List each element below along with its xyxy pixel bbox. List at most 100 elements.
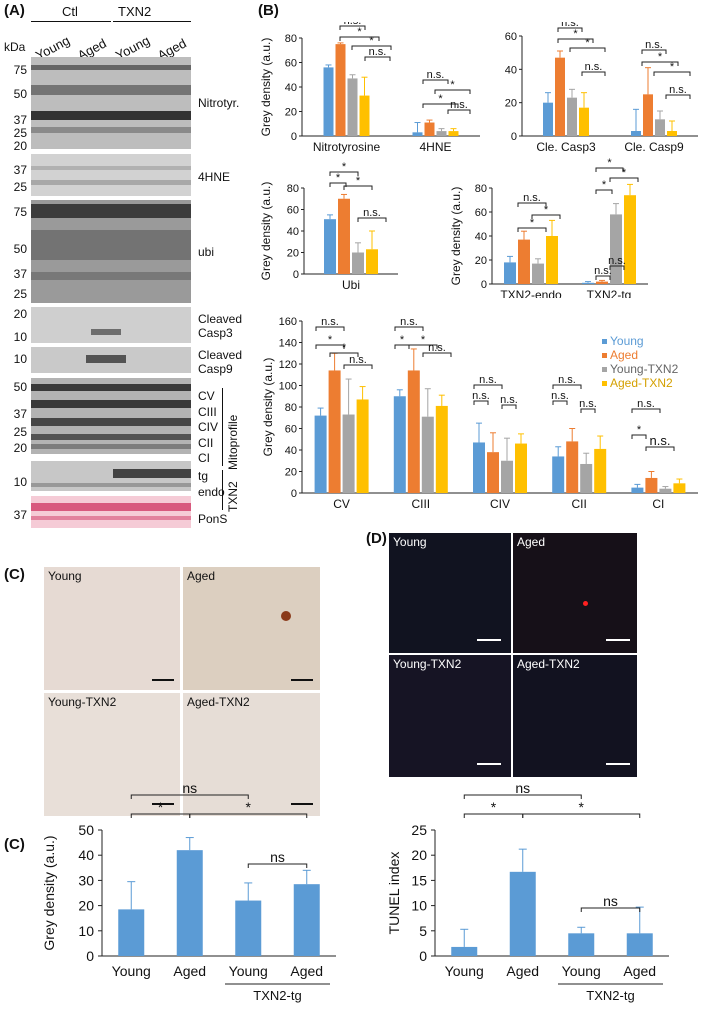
- category-label: Aged: [290, 963, 323, 979]
- bar-young-txn2: [501, 460, 513, 493]
- category-label: CIV: [490, 497, 510, 511]
- bar-young-txn2: [567, 97, 577, 136]
- scale-bar: [291, 803, 313, 805]
- y-axis-label: Grey density (a.u.): [259, 38, 273, 137]
- y-tick-label: 20: [78, 898, 94, 914]
- significance-bracket: [557, 27, 583, 32]
- legend-swatch-young-txn2: [602, 367, 607, 373]
- txn2-group-line: [113, 21, 191, 22]
- bar-young: [324, 219, 336, 274]
- significance-label: *: [400, 334, 405, 346]
- chart-nitrotyrosine-4hne: 0 20 40 60 80 Grey density (a.u.) Nitrotyrosin…: [259, 22, 480, 154]
- significance-bracket: [631, 434, 647, 439]
- y-tick-label: 40: [287, 226, 299, 238]
- tunel-positive-nucleus: [583, 601, 588, 606]
- bar-aged-txn2: [667, 131, 677, 136]
- significance-label: *: [637, 424, 642, 436]
- blot-name-pons: PonS: [198, 512, 228, 526]
- marker-25: 25: [13, 126, 27, 140]
- group-label: TXN2-tg: [586, 988, 634, 1003]
- micrograph-d-aged-label: Aged: [517, 535, 546, 549]
- significance-label: *: [579, 799, 585, 815]
- bar-aged-txn2: [624, 195, 636, 284]
- significance-bracket: [357, 217, 387, 222]
- panel-label-c-quant: (C): [4, 836, 25, 853]
- bar-aged-txn2: [673, 483, 686, 493]
- category-label: 4HNE: [419, 140, 451, 154]
- bar-young: [314, 415, 327, 493]
- legend-item-aged-txn2: Aged-TXN2: [602, 376, 678, 390]
- bar-young-txn2: [610, 214, 622, 284]
- marker-25: 25: [13, 425, 27, 439]
- significance-label: n.s.: [349, 354, 367, 366]
- significance-label: n.s.: [669, 84, 687, 96]
- blot-name-nitrotyrosine: Nitrotyr.: [198, 96, 240, 110]
- significance-bracket: [517, 202, 547, 207]
- significance-label: *: [658, 51, 663, 63]
- chart-mitoprofile: 0 20 40 60 80 100 120 140 160 Grey density (a.u.)…: [261, 316, 698, 511]
- blot-name-cleaved-casp3: Cleaved Casp3: [198, 312, 243, 340]
- significance-bracket: [315, 344, 345, 349]
- significance-bracket: [434, 89, 471, 94]
- category-label: TXN2-tg: [587, 288, 632, 298]
- y-tick-label: 0: [291, 488, 297, 500]
- significance-bracket: [130, 794, 249, 799]
- bar-young-txn2: [655, 119, 665, 136]
- panel-label-b: (B): [258, 2, 279, 19]
- bar-aged: [566, 441, 579, 493]
- micrograph-c-young-txn2-label: Young-TXN2: [48, 695, 117, 709]
- significance-bracket: [631, 408, 661, 413]
- category-label: Aged: [506, 963, 539, 979]
- significance-label: n.s.: [400, 316, 418, 328]
- marker-20: 20: [13, 441, 27, 455]
- bar-young: [412, 132, 423, 136]
- category-label: CV: [333, 497, 350, 511]
- marker-10: 10: [13, 352, 27, 366]
- bar: [451, 946, 478, 956]
- y-tick-label: 60: [505, 31, 517, 43]
- y-tick-label: 100: [279, 381, 297, 393]
- significance-bracket: [339, 25, 366, 30]
- significance-bracket: [339, 36, 380, 41]
- bar-young: [582, 282, 594, 284]
- category-label: Ubi: [342, 278, 360, 292]
- significance-bracket: [463, 794, 582, 799]
- y-axis-label: TUNEL index: [386, 852, 402, 935]
- y-tick-label: 20: [505, 98, 517, 110]
- micrograph-d-aged-txn2-label: Aged-TXN2: [517, 657, 580, 671]
- y-axis-label: Grey density (a.u.): [259, 182, 273, 281]
- y-tick-label: 20: [285, 107, 297, 119]
- significance-label: *: [342, 342, 347, 354]
- significance-label: n.s.: [594, 265, 612, 277]
- significance-bracket: [653, 71, 691, 76]
- significance-bracket: [641, 61, 679, 66]
- y-tick-label: 60: [285, 58, 297, 70]
- marker-20: 20: [13, 307, 27, 321]
- significance-bracket: [422, 103, 459, 108]
- panel-label-d: (D): [366, 530, 387, 547]
- significance-label: *: [328, 334, 333, 346]
- panel-label-c: (C): [4, 566, 25, 583]
- blot-name-ubi: ubi: [198, 245, 215, 259]
- micrograph-d-young-txn2: Young-TXN2: [389, 655, 511, 777]
- bar-aged: [328, 370, 341, 493]
- significance-label: n.s.: [551, 390, 569, 402]
- blot-mitoprofile: [31, 378, 191, 454]
- mitoprofile-bracket: [222, 388, 223, 466]
- y-tick-label: 120: [279, 359, 297, 371]
- category-label: Nitrotyrosine: [313, 140, 381, 154]
- significance-label: n.s.: [479, 374, 497, 386]
- category-label: CIII: [411, 497, 430, 511]
- chart-txn2: 0 20 40 60 80 Grey density (a.u.) TXN2-endo TXN…: [449, 158, 648, 298]
- scale-bar: [477, 763, 501, 765]
- marker-75: 75: [13, 205, 27, 219]
- significance-bracket: [581, 71, 606, 76]
- bar-aged-txn2: [594, 448, 607, 493]
- y-tick-label: 140: [279, 338, 297, 350]
- marker-37: 37: [13, 113, 27, 127]
- blot-cleaved-casp3: [31, 307, 191, 343]
- significance-label: *: [450, 79, 455, 91]
- marker-37: 37: [13, 508, 27, 522]
- legend-item-young: Young: [602, 334, 678, 348]
- bar-aged: [424, 122, 435, 136]
